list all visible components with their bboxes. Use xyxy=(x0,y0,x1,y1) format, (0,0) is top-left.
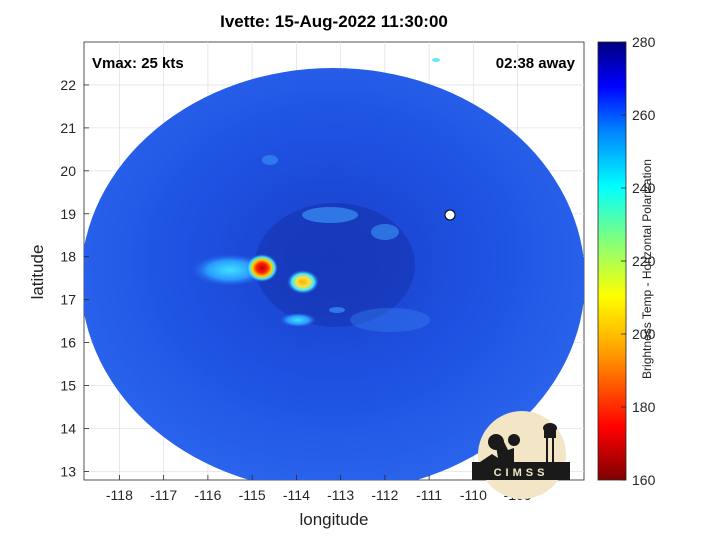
colorbar-tick-label: 200 xyxy=(632,326,656,342)
colorbar-tick-label: 280 xyxy=(632,34,656,50)
y-tick-label: 17 xyxy=(60,292,76,308)
y-tick-label: 22 xyxy=(60,77,76,93)
x-tick-label: -118 xyxy=(106,487,133,503)
x-tick-label: -110 xyxy=(460,487,487,503)
x-tick-labels: -118-117-116-115-114-113-112-111-110-109 xyxy=(106,487,532,503)
y-tick-label: 13 xyxy=(60,463,76,479)
x-axis-label: longitude xyxy=(299,510,369,529)
colorbar-tick-label: 160 xyxy=(632,472,656,488)
colorbar-label: Brightness Temp - Horizontal Polarizatio… xyxy=(640,159,654,379)
time-away-annotation: 02:38 away xyxy=(496,55,576,72)
x-tick-label: -112 xyxy=(371,487,398,503)
y-tick-label: 19 xyxy=(60,206,76,222)
colorbar-tick-label: 260 xyxy=(632,107,656,123)
y-tick-label: 16 xyxy=(60,335,76,351)
colorbar-tick-label: 240 xyxy=(632,180,656,196)
x-tick-label: -115 xyxy=(239,487,266,503)
y-axis-label: latitude xyxy=(28,244,47,300)
x-tick-label: -111 xyxy=(416,487,442,503)
y-tick-label: 18 xyxy=(60,249,76,265)
y-tick-labels: 22 21 20 19 18 17 16 15 14 13 xyxy=(60,77,76,479)
satellite-swath xyxy=(84,58,584,480)
y-tick-label: 21 xyxy=(60,120,76,136)
x-tick-label: -117 xyxy=(150,487,177,503)
colorbar-tick-label: 180 xyxy=(632,399,656,415)
colorbar-ticks: 280 260 240 220 200 180 160 xyxy=(621,34,656,488)
x-tick-label: -114 xyxy=(283,487,310,503)
axis-ticks xyxy=(84,84,519,480)
y-tick-label: 15 xyxy=(60,378,76,394)
y-tick-label: 14 xyxy=(60,420,76,436)
x-tick-label: -116 xyxy=(194,487,221,503)
vmax-annotation: Vmax: 25 kts xyxy=(92,55,184,72)
y-tick-label: 20 xyxy=(60,163,76,179)
map-title: Ivette: 15-Aug-2022 11:30:00 xyxy=(220,12,448,31)
logo-text: CIMSS xyxy=(494,467,549,479)
x-tick-label: -113 xyxy=(327,487,354,503)
cimss-logo: CIMSS xyxy=(472,411,570,499)
colorbar-tick-label: 220 xyxy=(632,253,656,269)
